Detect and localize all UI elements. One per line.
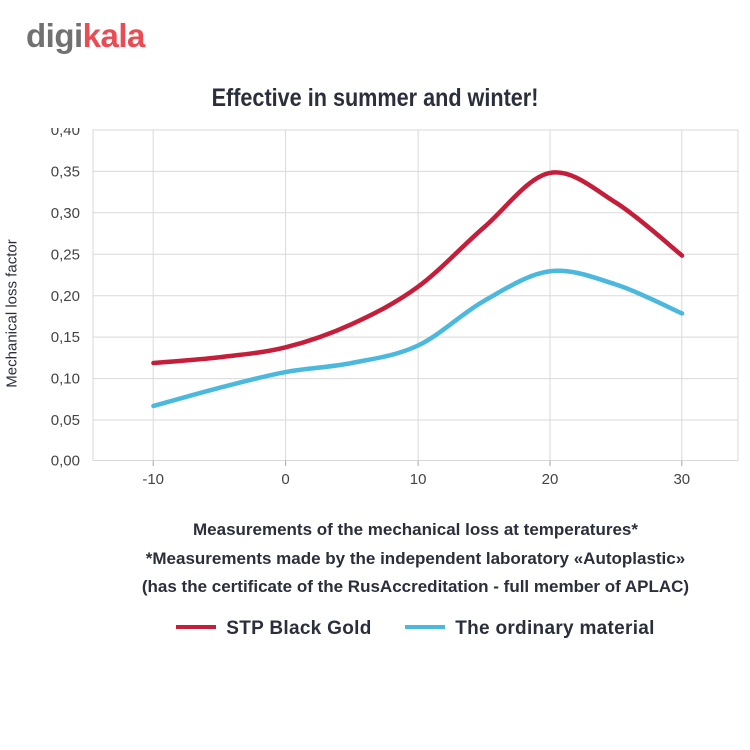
svg-text:0,20: 0,20: [51, 288, 80, 305]
svg-text:-10: -10: [142, 471, 164, 488]
svg-text:0,30: 0,30: [51, 205, 80, 222]
svg-text:0,05: 0,05: [51, 412, 80, 429]
svg-text:10: 10: [410, 471, 427, 488]
svg-text:30: 30: [673, 471, 690, 488]
svg-text:0,40: 0,40: [51, 128, 80, 139]
svg-text:20: 20: [542, 471, 559, 488]
svg-text:0,10: 0,10: [51, 371, 80, 388]
svg-text:0,15: 0,15: [51, 329, 80, 346]
svg-text:0,25: 0,25: [51, 246, 80, 263]
svg-text:0,35: 0,35: [51, 163, 80, 180]
svg-text:0,00: 0,00: [51, 453, 80, 470]
svg-text:0: 0: [281, 471, 289, 488]
